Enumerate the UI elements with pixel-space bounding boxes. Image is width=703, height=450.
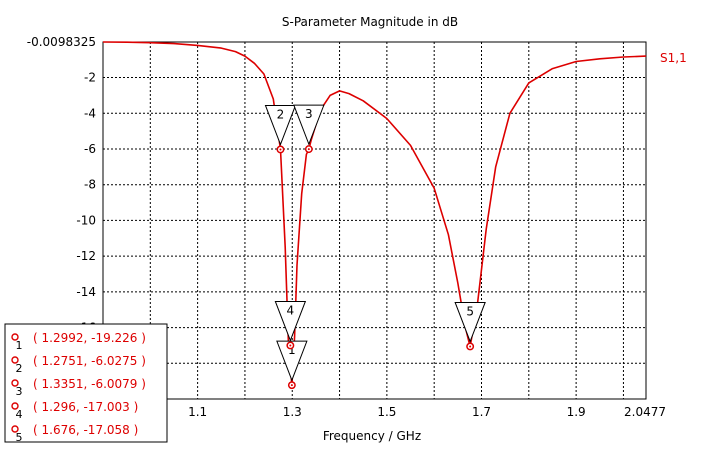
marker-1: 1 [276, 340, 308, 390]
legend: S1,1 [660, 51, 687, 65]
markers: 1 2 3 4 5 [264, 104, 486, 390]
marker-table-id: 4 [16, 408, 23, 421]
marker-flag [274, 300, 307, 342]
y-tick-label: -0.0098325 [27, 35, 96, 49]
marker-label: 2 [277, 107, 285, 121]
marker-table-value: ( 1.676, -17.058 ) [33, 423, 138, 437]
marker-point-dot [279, 148, 282, 151]
marker-flag [293, 104, 325, 146]
marker-point-dot [289, 344, 292, 347]
marker-table-value: ( 1.2992, -19.226 ) [33, 331, 146, 345]
y-tick-labels: -0.0098325-2-4-6-8-10-12-14-16 [27, 35, 96, 335]
marker-table-icon [11, 333, 19, 341]
x-tick-label: 1.3 [283, 405, 302, 419]
marker-5: 5 [454, 301, 486, 351]
marker-label: 4 [287, 303, 295, 317]
marker-table-id: 2 [16, 362, 23, 375]
marker-label: 1 [288, 343, 296, 357]
marker-flag [264, 104, 297, 146]
y-tick-label: -2 [84, 71, 96, 85]
y-tick-label: -12 [76, 249, 96, 263]
marker-table-id: 3 [16, 385, 23, 398]
y-tick-label: -4 [84, 106, 96, 120]
marker-table-icon [11, 379, 19, 387]
marker-table-id: 5 [16, 431, 23, 444]
marker-table-value: ( 1.2751, -6.0275 ) [33, 354, 146, 368]
x-tick-labels: 1.1 1.3 1.5 1.7 1.9 2.0477 [188, 405, 666, 419]
marker-point-dot [469, 345, 472, 348]
marker-table-value: ( 1.3351, -6.0079 ) [33, 377, 146, 391]
y-tick-label: -6 [84, 142, 96, 156]
marker-table-icon [11, 356, 19, 364]
x-tick-label: 1.7 [472, 405, 491, 419]
y-tick-label: -8 [84, 178, 96, 192]
y-tick-label: -10 [76, 213, 96, 227]
marker-table-icon [11, 402, 19, 410]
marker-table: 1 ( 1.2992, -19.226 ) 2 ( 1.2751, -6.0275 )… [4, 323, 168, 444]
x-tick-label: 1.1 [188, 405, 207, 419]
marker-label: 5 [466, 304, 474, 318]
marker-3: 3 [293, 104, 325, 154]
marker-flag [276, 340, 308, 382]
marker-point-dot [290, 384, 293, 387]
marker-label: 3 [305, 107, 313, 121]
x-tick-label: 2.0477 [624, 405, 666, 419]
y-tick-label: -14 [76, 285, 96, 299]
x-tick-label: 1.9 [567, 405, 586, 419]
chart-title: S-Parameter Magnitude in dB [282, 15, 458, 29]
marker-table-id: 1 [16, 339, 23, 352]
marker-table-box [4, 323, 168, 443]
marker-flag [454, 301, 486, 343]
marker-table-icon [11, 425, 19, 433]
marker-table-value: ( 1.296, -17.003 ) [33, 400, 138, 414]
marker-point-dot [307, 148, 310, 151]
legend-entry: S1,1 [660, 51, 687, 65]
x-axis-label: Frequency / GHz [323, 429, 421, 443]
marker-4: 4 [274, 300, 307, 350]
marker-2: 2 [264, 104, 297, 154]
x-tick-label: 1.5 [377, 405, 396, 419]
